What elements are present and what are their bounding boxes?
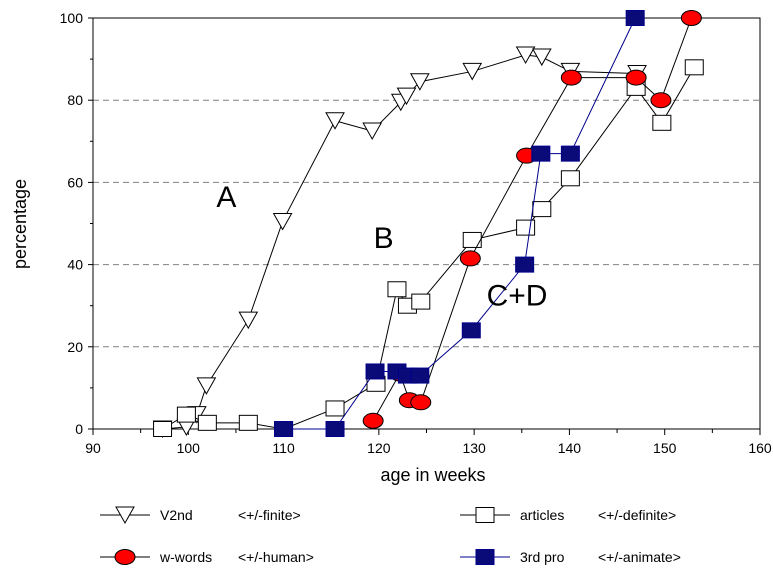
x-tick-label: 130: [462, 440, 486, 456]
data-point-0-12: [515, 46, 536, 65]
data-point-0-5: [272, 212, 293, 231]
data-point-1-10: [462, 231, 482, 248]
data-point-1-1: [176, 406, 196, 423]
data-point-1-2: [197, 414, 217, 431]
series-line-0: [162, 54, 638, 430]
legend: V2nd <+/-finite> articles <+/-definite> w-wo…: [100, 506, 681, 565]
x-tick-label: 90: [85, 440, 101, 456]
data-point-2-8: [650, 92, 672, 109]
series-1: [153, 59, 704, 437]
data-point-0-9: [396, 87, 417, 106]
data-point-1-12: [532, 201, 552, 218]
data-point-2-4: [459, 250, 481, 267]
data-point-1-5: [325, 400, 345, 417]
plot-area: [152, 10, 704, 439]
y-tick-label: 80: [67, 92, 83, 108]
legend-marker: [115, 506, 135, 525]
data-point-1-15: [652, 114, 672, 131]
data-point-0-4: [238, 311, 259, 330]
legend-label: w-words: [159, 549, 212, 565]
data-point-0-10: [409, 73, 430, 91]
legend-item-0: V2nd <+/-finite>: [100, 506, 301, 525]
legend-marker: [114, 549, 136, 565]
grid-lines: [93, 99, 760, 348]
legend-item-1: articles <+/-definite>: [460, 507, 676, 523]
data-point-0-3: [196, 377, 217, 395]
data-point-3-1: [325, 421, 345, 437]
tick-labels: 0 20 40 60 80 100 90 100 110 120 130 140 150 160: [60, 10, 772, 456]
legend-label: V2nd: [160, 507, 193, 523]
data-point-3-6: [461, 322, 481, 339]
series-line-2: [372, 17, 692, 422]
legend-note: <+/-definite>: [598, 507, 676, 523]
x-axis-label: age in weeks: [380, 465, 485, 485]
data-point-0-11: [462, 62, 483, 81]
legend-label: 3rd pro: [520, 549, 565, 565]
y-tick-label: 60: [67, 174, 83, 190]
plot-frame: [92, 17, 761, 430]
data-point-1-11: [516, 219, 536, 236]
data-point-3-7: [515, 256, 535, 273]
y-tick-label: 100: [60, 10, 84, 26]
x-tick-label: 140: [558, 440, 582, 456]
y-tick-label: 0: [75, 421, 83, 437]
data-point-2-3: [410, 394, 432, 411]
x-tick-label: 160: [748, 440, 772, 456]
legend-item-2: w-words <+/-human>: [100, 549, 314, 565]
legend-label: articles: [520, 507, 564, 523]
legend-marker: [475, 507, 495, 523]
data-point-0-13: [531, 48, 552, 67]
legend-note: <+/-animate>: [598, 549, 681, 565]
data-point-1-0: [153, 421, 173, 437]
series-3: [274, 10, 645, 437]
y-axis-label: percentage: [10, 179, 30, 269]
annotation-0: A: [216, 181, 236, 214]
data-point-1-3: [238, 414, 258, 431]
annotation-1: B: [374, 222, 394, 255]
data-point-0-6: [325, 112, 345, 130]
data-point-1-16: [684, 59, 704, 76]
legend-marker: [475, 549, 495, 565]
y-tick-label: 20: [67, 339, 83, 355]
data-point-3-8: [531, 145, 551, 162]
data-point-3-2: [365, 363, 385, 380]
legend-note: <+/-finite>: [238, 507, 301, 523]
legend-item-3: 3rd pro <+/-animate>: [460, 549, 681, 565]
x-tick-label: 100: [177, 440, 201, 456]
data-point-2-9: [680, 10, 702, 26]
x-tick-label: 120: [367, 440, 391, 456]
data-point-2-0: [362, 412, 384, 429]
data-point-1-9: [411, 293, 431, 310]
data-point-3-5: [410, 367, 430, 384]
annotations: A B C+D: [216, 181, 547, 313]
data-point-2-7: [625, 69, 647, 86]
data-point-1-7: [387, 281, 407, 298]
axes: [88, 17, 761, 435]
data-point-0-7: [362, 122, 383, 141]
legend-note: <+/-human>: [238, 549, 314, 565]
data-point-3-10: [625, 10, 645, 26]
x-tick-label: 110: [272, 440, 295, 456]
annotation-2: C+D: [487, 280, 548, 313]
data-point-3-9: [560, 145, 580, 162]
data-point-2-6: [560, 69, 582, 86]
data-point-3-0: [274, 421, 294, 437]
y-tick-label: 40: [67, 257, 83, 273]
x-tick-label: 150: [653, 440, 677, 456]
series-line-3: [283, 17, 636, 430]
data-point-1-13: [560, 170, 580, 187]
